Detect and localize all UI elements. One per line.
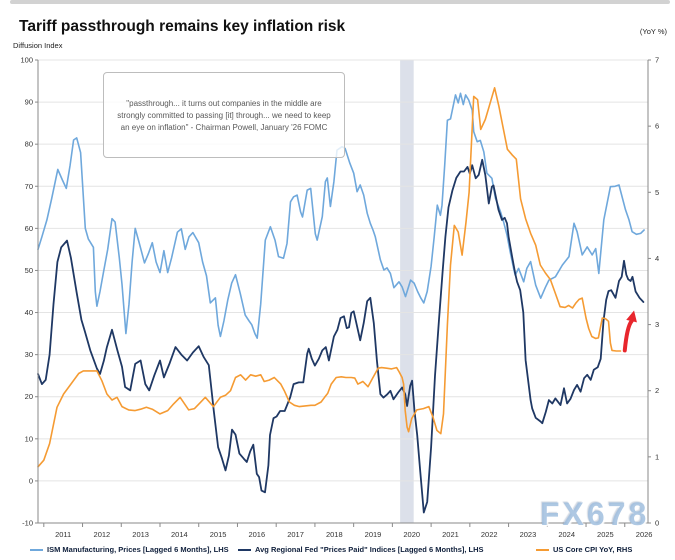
y-axis-right: 7 6 5 4 3 2 1 0 [648,56,659,528]
right-tick-label: 4 [655,254,659,263]
x-tick-label: 2015 [210,530,227,539]
right-tick-label: 2 [655,386,659,395]
chart-legend: ISM Manufacturing, Prices [Lagged 6 Mont… [0,543,675,557]
x-tick-label: 2013 [132,530,149,539]
left-tick-label: -10 [22,519,33,528]
x-tick-label: 2018 [326,530,343,539]
legend-item-ism: ISM Manufacturing, Prices [Lagged 6 Mont… [30,545,229,554]
left-tick-label: 50 [25,266,33,275]
left-tick-label: 100 [20,56,33,65]
x-tick-label: 2024 [558,530,575,539]
red-up-arrow [622,310,637,353]
legend-swatch-fed [238,548,251,551]
x-tick-label: 2020 [403,530,420,539]
x-tick-label: 2012 [94,530,111,539]
left-tick-label: 20 [25,392,33,401]
right-tick-label: 5 [655,188,659,197]
x-tick-label: 2023 [520,530,537,539]
left-tick-label: 10 [25,434,33,443]
series-fed-line [37,158,645,514]
x-axis: 2011 2012 2013 2014 2015 2016 2017 2018 2019 2020… [43,523,653,539]
axes [37,60,649,524]
powell-quote-text: "passthrough... it turns out companies i… [117,99,331,132]
x-tick-label: 2019 [365,530,382,539]
right-tick-label: 3 [655,320,659,329]
legend-swatch-cpi [536,548,549,551]
left-tick-label: 60 [25,224,33,233]
left-tick-label: 0 [29,476,33,485]
powell-quote-box: "passthrough... it turns out companies i… [103,72,345,158]
right-tick-label: 1 [655,452,659,461]
top-divider-bar [10,0,670,4]
legend-item-fed: Avg Regional Fed "Prices Paid" Indices [… [238,545,484,554]
page-title: Tariff passthrough remains key inflation… [19,18,346,35]
right-tick-label: 6 [655,122,659,131]
x-tick-label: 2022 [481,530,498,539]
x-tick-label: 2011 [55,530,71,539]
left-tick-label: 40 [25,308,33,317]
left-tick-label: 90 [25,98,33,107]
legend-item-cpi: US Core CPI YoY, RHS [536,545,632,554]
legend-label-ism: ISM Manufacturing, Prices [Lagged 6 Mont… [47,545,229,554]
left-tick-label: 30 [25,350,33,359]
x-tick-label: 2021 [442,530,459,539]
legend-label-cpi: US Core CPI YoY, RHS [553,545,633,554]
legend-swatch-ism [30,548,43,551]
legend-label-fed: Avg Regional Fed "Prices Paid" Indices [… [255,545,484,554]
x-tick-label: 2017 [287,530,304,539]
right-axis-unit-label: (YoY %) [639,27,667,36]
left-axis-unit-label: Diffusion Index [13,41,63,50]
x-tick-label: 2014 [171,530,188,539]
x-tick-label: 2025 [597,530,614,539]
left-tick-label: 70 [25,182,33,191]
fx678-watermark: FX678 [540,496,650,532]
x-tick-label: 2016 [248,530,265,539]
x-tick-label: 2026 [636,530,653,539]
left-tick-label: 80 [25,140,33,149]
right-tick-label: 7 [655,56,659,65]
right-tick-label: 0 [655,519,659,528]
series-cpi-line [37,87,622,468]
